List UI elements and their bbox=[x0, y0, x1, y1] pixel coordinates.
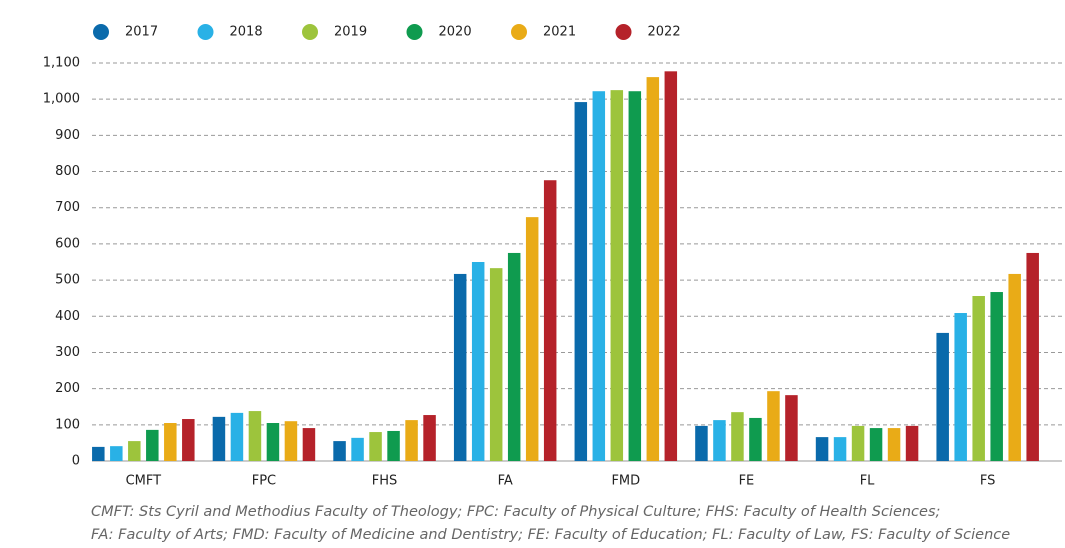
bar bbox=[887, 428, 901, 461]
x-tick-label: FPC bbox=[252, 474, 276, 489]
legend-swatch bbox=[197, 24, 214, 40]
bar bbox=[574, 102, 588, 462]
y-tick-label: 300 bbox=[55, 345, 80, 360]
bar bbox=[851, 425, 865, 461]
bar bbox=[302, 428, 316, 461]
legend-swatch bbox=[511, 24, 527, 40]
bar bbox=[423, 415, 436, 461]
x-tick-label: CMFT bbox=[126, 474, 162, 489]
x-tick-label: FHS bbox=[372, 474, 398, 489]
legend-label: 2017 bbox=[125, 25, 158, 40]
bar bbox=[695, 425, 708, 461]
legend-label: 2019 bbox=[334, 25, 367, 40]
legend-label: 2021 bbox=[543, 25, 576, 40]
y-tick-label: 400 bbox=[55, 309, 80, 324]
bar bbox=[1026, 252, 1039, 461]
bar bbox=[1008, 273, 1021, 461]
bar bbox=[248, 411, 262, 461]
bar bbox=[543, 180, 557, 461]
legend-swatch bbox=[93, 24, 109, 40]
bar bbox=[905, 425, 919, 461]
bar bbox=[471, 262, 485, 461]
x-tick-label: FA bbox=[498, 474, 513, 489]
y-tick-label: 1,000 bbox=[43, 92, 80, 107]
bar bbox=[351, 437, 364, 461]
bar bbox=[387, 430, 400, 461]
bar bbox=[369, 432, 382, 461]
bar bbox=[713, 420, 726, 461]
y-tick-label: 0 bbox=[72, 454, 80, 469]
bar bbox=[833, 437, 847, 461]
bar bbox=[453, 273, 467, 461]
bar bbox=[92, 446, 105, 461]
bar bbox=[146, 429, 159, 461]
bar bbox=[954, 313, 967, 461]
x-tick-label: FMD bbox=[611, 474, 640, 489]
y-tick-label: 500 bbox=[55, 273, 80, 288]
legend-label: 2020 bbox=[439, 25, 472, 40]
bar bbox=[628, 91, 642, 462]
bar bbox=[990, 292, 1003, 461]
bar bbox=[749, 417, 762, 461]
x-tick-label: FL bbox=[860, 474, 875, 489]
bar bbox=[507, 252, 521, 461]
y-tick-label: 200 bbox=[55, 381, 80, 396]
bar bbox=[489, 268, 503, 461]
bar bbox=[525, 217, 539, 461]
bar bbox=[646, 77, 660, 462]
y-tick-label: 100 bbox=[55, 417, 80, 432]
bar bbox=[592, 91, 606, 462]
bar bbox=[110, 446, 123, 461]
bar bbox=[767, 391, 780, 461]
bar bbox=[731, 412, 744, 461]
bar bbox=[128, 441, 141, 461]
bar bbox=[664, 71, 678, 462]
y-tick-label: 900 bbox=[55, 128, 80, 143]
bar bbox=[284, 421, 298, 461]
legend-label: 2022 bbox=[648, 25, 681, 40]
bar bbox=[972, 296, 985, 461]
bar bbox=[815, 437, 829, 461]
bar bbox=[266, 423, 280, 461]
bar bbox=[405, 420, 418, 461]
bar bbox=[182, 419, 195, 461]
bar bbox=[610, 90, 624, 462]
y-tick-label: 600 bbox=[55, 236, 80, 251]
y-tick-label: 1,100 bbox=[43, 56, 80, 71]
x-tick-label: FS bbox=[980, 474, 996, 489]
bar bbox=[785, 395, 798, 461]
legend-swatch bbox=[615, 24, 632, 40]
bar bbox=[936, 332, 949, 461]
footnote: FA: Faculty of Arts; FMD: Faculty of Med… bbox=[91, 527, 1010, 543]
bar bbox=[869, 428, 883, 461]
y-tick-label: 700 bbox=[55, 200, 80, 215]
footnote: CMFT: Sts Cyril and Methodius Faculty of… bbox=[91, 504, 940, 520]
legend-label: 2018 bbox=[230, 25, 263, 40]
bar bbox=[164, 423, 177, 461]
bar bbox=[212, 416, 226, 461]
legend-swatch bbox=[406, 24, 423, 40]
bar bbox=[230, 412, 244, 461]
y-tick-label: 800 bbox=[55, 164, 80, 179]
x-tick-label: FE bbox=[739, 474, 755, 489]
legend-swatch bbox=[302, 24, 318, 40]
bar bbox=[333, 441, 346, 461]
